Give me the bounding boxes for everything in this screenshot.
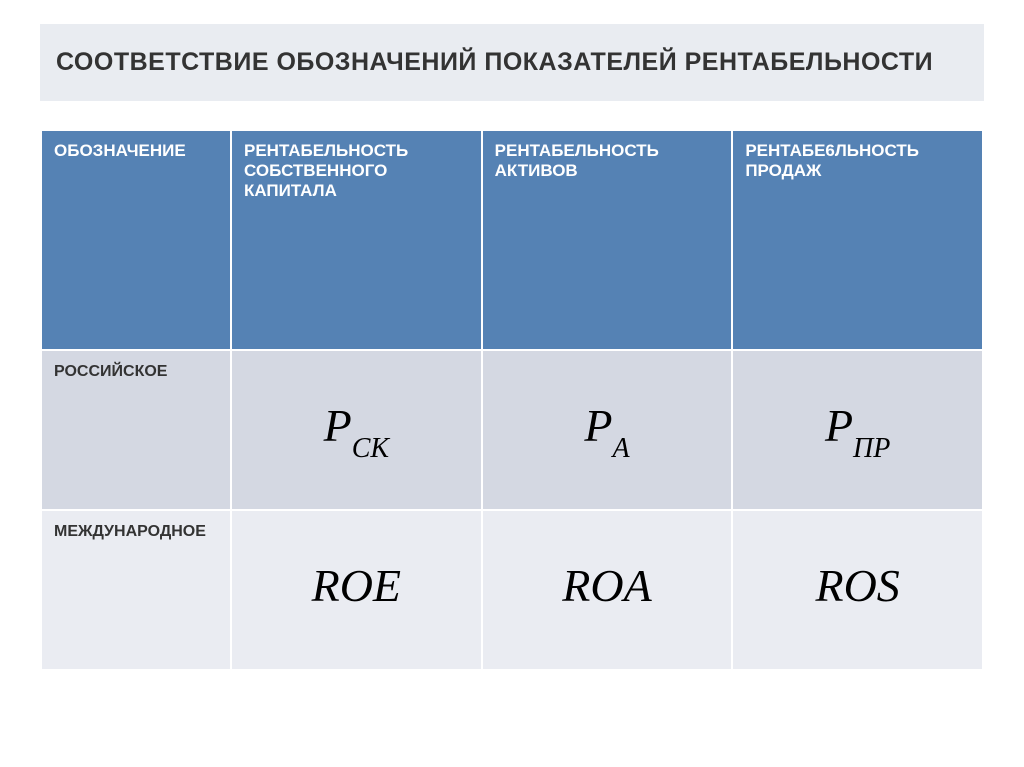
- cell-ru-assets: РА: [482, 350, 733, 510]
- formula-ros: ROS: [815, 563, 899, 617]
- formula-roa: ROA: [562, 563, 651, 617]
- formula-p-sk: РСК: [324, 403, 389, 457]
- table-header-row: ОБОЗНАЧЕНИЕ РЕНТАБЕЛЬНОСТЬ СОБСТВЕННОГО …: [41, 130, 983, 350]
- title-bar: СООТВЕТСТВИЕ ОБОЗНАЧЕНИЙ ПОКАЗАТЕЛЕЙ РЕН…: [40, 24, 984, 101]
- col-header-sales: РЕНТАБЕ6ЛЬНОСТЬ ПРОДАЖ: [732, 130, 983, 350]
- formula-p-pr: РПР: [825, 403, 890, 457]
- cell-ru-sales: РПР: [732, 350, 983, 510]
- row-label-russian: РОССИЙСКОЕ: [41, 350, 231, 510]
- row-label-international: МЕЖДУНАРОДНОЕ: [41, 510, 231, 670]
- cell-int-sales: ROS: [732, 510, 983, 670]
- col-header-assets: РЕНТАБЕЛЬНОСТЬ АКТИВОВ: [482, 130, 733, 350]
- col-header-equity: РЕНТАБЕЛЬНОСТЬ СОБСТВЕННОГО КАПИТАЛА: [231, 130, 482, 350]
- table-row-international: МЕЖДУНАРОДНОЕ ROE ROA ROS: [41, 510, 983, 670]
- col-header-designation: ОБОЗНАЧЕНИЕ: [41, 130, 231, 350]
- formula-p-a: РА: [584, 403, 629, 457]
- cell-int-equity: ROE: [231, 510, 482, 670]
- page-title: СООТВЕТСТВИЕ ОБОЗНАЧЕНИЙ ПОКАЗАТЕЛЕЙ РЕН…: [56, 48, 968, 77]
- table-row-russian: РОССИЙСКОЕ РСК РА РПР: [41, 350, 983, 510]
- formula-roe: ROE: [312, 563, 401, 617]
- profitability-table: ОБОЗНАЧЕНИЕ РЕНТАБЕЛЬНОСТЬ СОБСТВЕННОГО …: [40, 129, 984, 671]
- cell-ru-equity: РСК: [231, 350, 482, 510]
- cell-int-assets: ROA: [482, 510, 733, 670]
